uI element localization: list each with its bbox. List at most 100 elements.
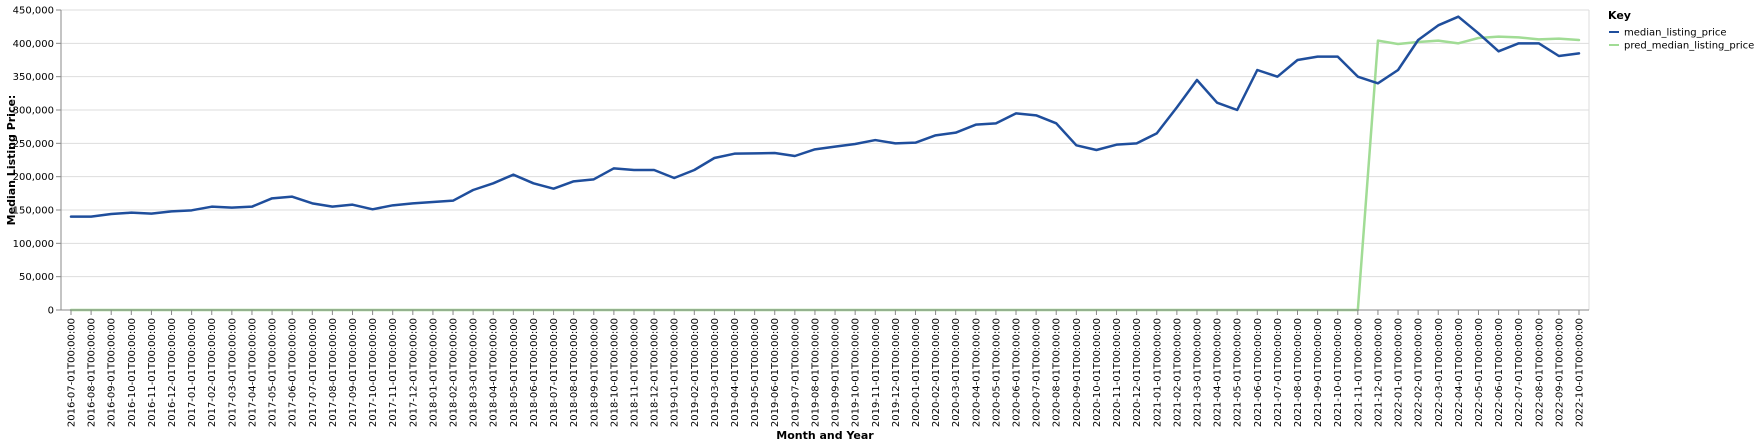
x-tick-label: 2019-08-01T00:00:00	[810, 318, 821, 427]
x-tick-label: 2022-01-01T00:00:00	[1394, 318, 1405, 427]
x-tick-label: 2020-04-01T00:00:00	[971, 318, 982, 427]
x-tick-label: 2017-11-01T00:00:00	[388, 318, 399, 427]
x-tick-label: 2021-02-01T00:00:00	[1172, 318, 1183, 427]
x-tick-label: 2016-07-01T00:00:00	[67, 318, 78, 427]
x-tick-label: 2017-06-01T00:00:00	[288, 318, 299, 427]
x-tick-label: 2018-05-01T00:00:00	[509, 318, 520, 427]
x-tick-label: 2021-04-01T00:00:00	[1213, 318, 1224, 427]
y-tick-label: 100,000	[13, 239, 54, 250]
legend-label: median_listing_price	[1624, 28, 1727, 39]
x-tick-label: 2018-04-01T00:00:00	[489, 318, 500, 427]
series-lines	[69, 15, 1581, 312]
y-tick-label: 300,000	[13, 106, 54, 117]
x-axis-ticks: 2016-07-01T00:00:00 2016-08-01T00:00:00 20…	[67, 310, 1586, 427]
x-tick-label: 2019-12-01T00:00:00	[891, 318, 902, 427]
y-tick-label: 150,000	[13, 206, 54, 217]
x-tick-label: 2020-11-01T00:00:00	[1112, 318, 1123, 427]
x-tick-label: 2022-06-01T00:00:00	[1494, 318, 1505, 427]
x-tick-label: 2017-12-01T00:00:00	[408, 318, 419, 427]
x-tick-label: 2018-10-01T00:00:00	[609, 318, 620, 427]
legend-label: pred_median_listing_price	[1624, 41, 1754, 52]
x-tick-label: 2020-05-01T00:00:00	[991, 318, 1002, 427]
x-tick-label: 2021-07-01T00:00:00	[1273, 318, 1284, 427]
x-tick-label: 2019-05-01T00:00:00	[750, 318, 761, 427]
x-tick-label: 2020-10-01T00:00:00	[1092, 318, 1103, 427]
x-tick-label: 2018-01-01T00:00:00	[428, 318, 439, 427]
x-tick-label: 2022-05-01T00:00:00	[1474, 318, 1485, 427]
x-tick-label: 2020-07-01T00:00:00	[1032, 318, 1043, 427]
x-tick-label: 2017-07-01T00:00:00	[308, 318, 319, 427]
x-tick-label: 2020-08-01T00:00:00	[1052, 318, 1063, 427]
x-tick-label: 2019-10-01T00:00:00	[851, 318, 862, 427]
x-tick-label: 2019-04-01T00:00:00	[730, 318, 741, 427]
series-line-median-listing-price	[69, 15, 1581, 218]
x-tick-label: 2021-06-01T00:00:00	[1253, 318, 1264, 427]
x-tick-label: 2018-06-01T00:00:00	[529, 318, 540, 427]
y-axis-title: Median Listing Price:	[5, 95, 18, 226]
x-tick-label: 2018-08-01T00:00:00	[569, 318, 580, 427]
x-tick-label: 2019-09-01T00:00:00	[831, 318, 842, 427]
axes	[60, 10, 1589, 311]
x-tick-label: 2017-09-01T00:00:00	[348, 318, 359, 427]
x-tick-label: 2019-02-01T00:00:00	[690, 318, 701, 427]
x-tick-label: 2018-12-01T00:00:00	[650, 318, 661, 427]
x-tick-label: 2022-02-01T00:00:00	[1414, 318, 1425, 427]
x-tick-label: 2016-10-01T00:00:00	[127, 318, 138, 427]
x-tick-label: 2020-02-01T00:00:00	[931, 318, 942, 427]
x-tick-label: 2022-03-01T00:00:00	[1434, 318, 1445, 427]
legend-items: median_listing_price pred_median_listing_…	[1609, 28, 1754, 52]
x-tick-label: 2019-01-01T00:00:00	[670, 318, 681, 427]
y-axis-ticks: 0 50,000 100,000 150,000 200,000 250,000 300,0…	[13, 6, 61, 317]
x-tick-label: 2018-11-01T00:00:00	[629, 318, 640, 427]
x-tick-label: 2016-12-01T00:00:00	[167, 318, 178, 427]
x-tick-label: 2021-10-01T00:00:00	[1333, 318, 1344, 427]
x-tick-label: 2022-07-01T00:00:00	[1514, 318, 1525, 427]
y-tick-label: 450,000	[13, 6, 54, 17]
x-tick-label: 2022-08-01T00:00:00	[1534, 318, 1545, 427]
grid	[61, 9, 1590, 311]
x-tick-label: 2016-09-01T00:00:00	[107, 318, 118, 427]
x-tick-label: 2021-12-01T00:00:00	[1373, 318, 1384, 427]
y-tick-label: 350,000	[13, 72, 54, 83]
x-tick-label: 2017-01-01T00:00:00	[187, 318, 198, 427]
x-tick-label: 2017-04-01T00:00:00	[247, 318, 258, 427]
x-tick-label: 2019-11-01T00:00:00	[871, 318, 882, 427]
x-tick-label: 2017-05-01T00:00:00	[268, 318, 279, 427]
x-tick-label: 2019-06-01T00:00:00	[770, 318, 781, 427]
x-tick-label: 2018-07-01T00:00:00	[549, 318, 560, 427]
x-tick-label: 2020-06-01T00:00:00	[1012, 318, 1023, 427]
x-tick-label: 2016-08-01T00:00:00	[87, 318, 98, 427]
x-tick-label: 2021-08-01T00:00:00	[1293, 318, 1304, 427]
x-tick-label: 2017-10-01T00:00:00	[368, 318, 379, 427]
x-tick-label: 2022-09-01T00:00:00	[1554, 318, 1565, 427]
x-tick-label: 2022-04-01T00:00:00	[1454, 318, 1465, 427]
x-tick-label: 2021-01-01T00:00:00	[1152, 318, 1163, 427]
x-tick-label: 2021-09-01T00:00:00	[1313, 318, 1324, 427]
y-tick-label: 250,000	[13, 139, 54, 150]
x-tick-label: 2021-11-01T00:00:00	[1353, 318, 1364, 427]
y-tick-label: 200,000	[13, 172, 54, 183]
x-tick-label: 2016-11-01T00:00:00	[147, 318, 158, 427]
x-tick-label: 2018-03-01T00:00:00	[469, 318, 480, 427]
x-tick-label: 2017-08-01T00:00:00	[328, 318, 339, 427]
x-axis-title: Month and Year	[776, 429, 874, 442]
x-tick-label: 2018-09-01T00:00:00	[589, 318, 600, 427]
x-tick-label: 2021-05-01T00:00:00	[1233, 318, 1244, 427]
x-tick-label: 2021-03-01T00:00:00	[1192, 318, 1203, 427]
x-tick-label: 2020-09-01T00:00:00	[1072, 318, 1083, 427]
x-tick-label: 2022-10-01T00:00:00	[1575, 318, 1586, 427]
legend: Key median_listing_price pred_median_list…	[1608, 9, 1754, 52]
x-tick-label: 2018-02-01T00:00:00	[449, 318, 460, 427]
x-tick-label: 2020-03-01T00:00:00	[951, 318, 962, 427]
x-tick-label: 2019-07-01T00:00:00	[790, 318, 801, 427]
x-tick-label: 2020-01-01T00:00:00	[911, 318, 922, 427]
series-line-pred-median-listing-price	[69, 35, 1581, 312]
x-tick-label: 2020-12-01T00:00:00	[1132, 318, 1143, 427]
y-tick-label: 400,000	[13, 39, 54, 50]
legend-title: Key	[1608, 9, 1631, 22]
x-tick-label: 2017-02-01T00:00:00	[207, 318, 218, 427]
y-tick-label: 50,000	[19, 272, 54, 283]
x-tick-label: 2019-03-01T00:00:00	[710, 318, 721, 427]
